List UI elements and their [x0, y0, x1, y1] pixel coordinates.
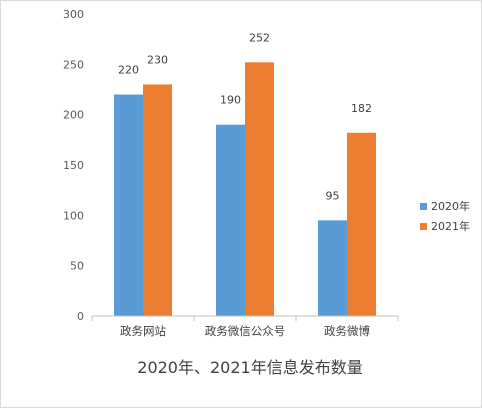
data-label: 190 [220, 94, 241, 107]
bar-2020-0 [114, 94, 143, 317]
y-tick-label-300: 300 [63, 8, 84, 21]
data-label: 182 [351, 102, 372, 115]
y-tick-label-200: 200 [63, 109, 84, 122]
bar-series [114, 62, 376, 317]
legend-label: 2020年 [431, 199, 470, 213]
legend: 2020年 2021年 [420, 199, 470, 233]
legend-label: 2021年 [431, 219, 470, 233]
y-tick-label-100: 100 [63, 209, 84, 222]
bar-2020-2 [318, 220, 347, 316]
x-axis-tick-marks [91, 316, 399, 321]
y-tick-label-50: 50 [70, 260, 84, 273]
y-tick-label-250: 250 [63, 58, 84, 71]
x-category-label: 政务微信公众号 [205, 324, 286, 338]
x-axis-categories: 政务网站 政务微信公众号 政务微博 [120, 324, 370, 338]
data-label: 230 [147, 53, 168, 66]
y-tick-label-0: 0 [77, 310, 84, 323]
bar-2021-1 [245, 62, 274, 316]
legend-swatch [420, 203, 427, 210]
legend-swatch [420, 223, 427, 230]
x-category-label: 政务网站 [120, 324, 166, 338]
data-label: 252 [249, 31, 270, 44]
bar-2021-0 [143, 84, 172, 316]
data-labels: 220 230 190 252 95 182 [118, 31, 372, 202]
bar-2021-2 [347, 132, 376, 316]
y-axis-ticks: 0 50 100 150 200 250 300 [63, 8, 84, 323]
chart-title: 2020年、2021年信息发布数量 [137, 358, 362, 377]
data-label: 220 [118, 64, 139, 77]
y-tick-label-150: 150 [63, 159, 84, 172]
x-category-label: 政务微博 [324, 324, 370, 338]
data-label: 95 [326, 189, 340, 202]
bar-2020-1 [216, 124, 245, 316]
